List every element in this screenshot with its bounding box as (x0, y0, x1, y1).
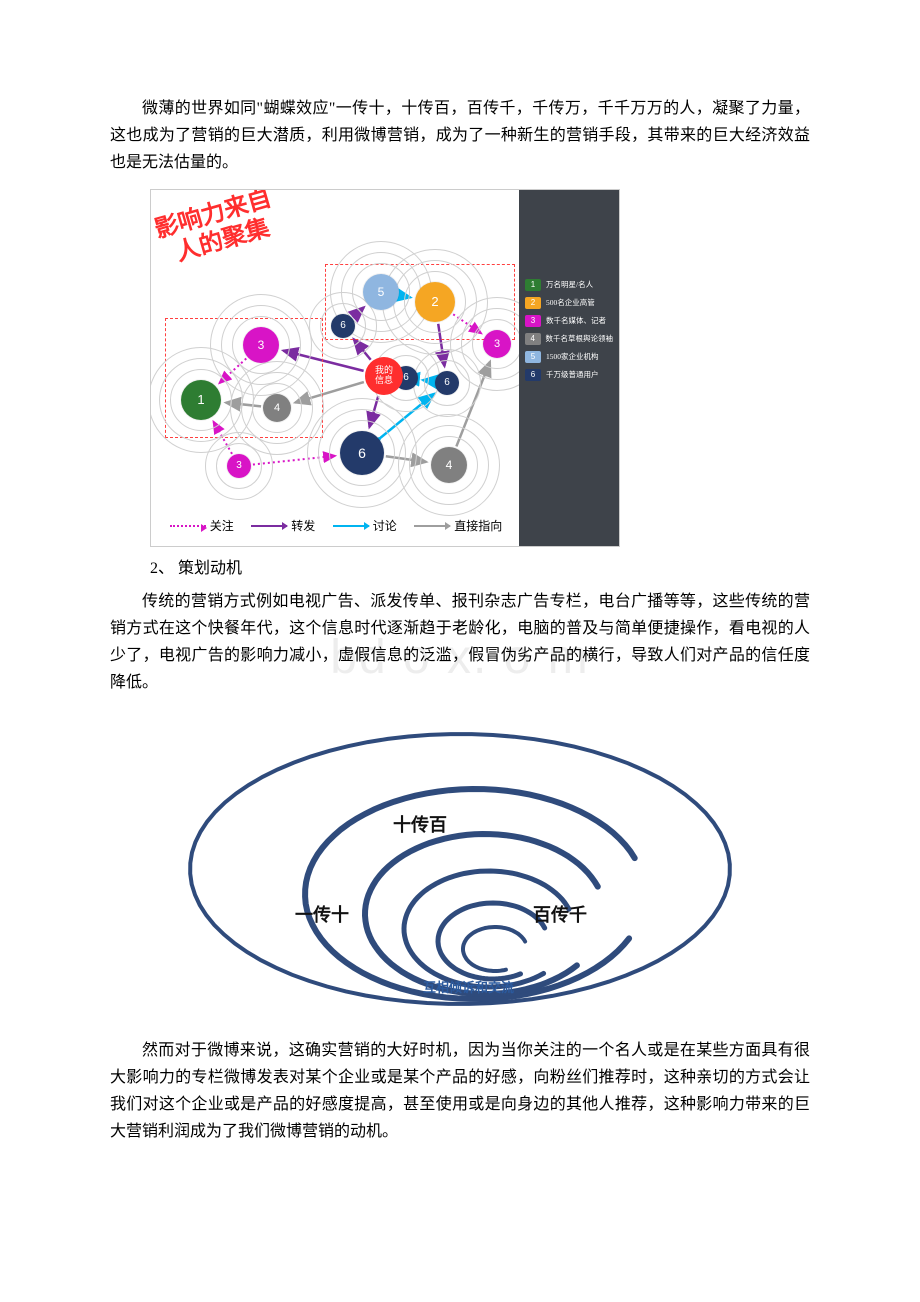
edge-legend-关注: 关注 (170, 517, 234, 534)
edge-legend-直接指向: 直接指向 (414, 517, 502, 534)
edge-legend-label: 关注 (210, 517, 234, 534)
arrow-icon (333, 525, 369, 527)
diagram-spiral: 十传百 一传十 百传千 互相倾诉和交流 (175, 709, 745, 1019)
arrow-icon (170, 525, 206, 527)
legend-row-6: 6 千万级普通用户 (519, 366, 619, 384)
network-node-4b: 4 (431, 447, 467, 483)
section-heading-2: 2、 策划动机 (150, 555, 810, 582)
network-node-5: 5 (363, 274, 399, 310)
network-node-3a: 3 (243, 327, 279, 363)
spiral-label-1: 十传百 (393, 811, 447, 837)
legend-label: 万名明星/名人 (546, 279, 593, 290)
legend-label: 数千名媒体、记者 (546, 315, 606, 326)
diagram-influence-network: 影响力来自 人的聚集 143365266364我的信息 1万名明星/名人2500… (150, 189, 620, 547)
legend-swatch: 4 (525, 333, 541, 345)
arrow-icon (251, 525, 287, 527)
paragraph-3: 然而对于微博来说，这确实营销的大好时机，因为当你关注的一个名人或是在某些方面具有… (110, 1037, 810, 1146)
legend-label: 数千名草根舆论领袖 (546, 333, 614, 344)
paragraph-1: 微薄的世界如同"蝴蝶效应"一传十，十传百，百传千，千传万，千千万万的人，凝聚了力… (110, 95, 810, 177)
legend-row-5: 5 1500家企业机构 (519, 348, 619, 366)
legend-swatch: 3 (525, 315, 541, 327)
network-node-1: 1 (181, 380, 221, 420)
legend-swatch: 1 (525, 279, 541, 291)
paragraph-2: 传统的营销方式例如电视广告、派发传单、报刊杂志广告专栏，电台广播等等，这些传统的… (110, 588, 810, 697)
network-edge-legend: 关注 转发 讨论 直接指向 (151, 506, 521, 546)
edge-legend-讨论: 讨论 (333, 517, 397, 534)
edge-legend-label: 转发 (291, 517, 315, 534)
legend-label: 500名企业高管 (546, 297, 595, 308)
legend-label: 1500家企业机构 (546, 351, 599, 362)
arrow-icon (414, 525, 450, 527)
edge-legend-转发: 转发 (251, 517, 315, 534)
legend-swatch: 5 (525, 351, 541, 363)
edge-legend-label: 讨论 (373, 517, 397, 534)
network-node-4a: 4 (263, 394, 291, 422)
center-badge-my-info: 我的信息 (365, 357, 403, 395)
network-node-6c: 6 (435, 371, 459, 395)
spiral-center-text: 互相倾诉和交流 (423, 977, 514, 996)
spiral-label-2: 一传十 (295, 901, 349, 927)
network-node-6d: 6 (340, 431, 384, 475)
legend-label: 千万级普通用户 (546, 369, 599, 380)
legend-row-1: 1 万名明星/名人 (519, 276, 619, 294)
legend-row-3: 3 数千名媒体、记者 (519, 312, 619, 330)
legend-row-4: 4 数千名草根舆论领袖 (519, 330, 619, 348)
network-legend-panel: 1 万名明星/名人 2 500名企业高管 3 数千名媒体、记者 4 数千名草根舆论领袖 5 150… (519, 190, 619, 547)
network-node-2: 2 (415, 282, 455, 322)
legend-row-2: 2 500名企业高管 (519, 294, 619, 312)
legend-swatch: 2 (525, 297, 541, 309)
network-node-6a: 6 (331, 314, 355, 338)
network-chart-area: 影响力来自 人的聚集 143365266364我的信息 (151, 190, 521, 508)
network-node-3c: 3 (483, 330, 511, 358)
spiral-label-3: 百传千 (533, 901, 587, 927)
legend-swatch: 6 (525, 369, 541, 381)
spiral-svg (175, 709, 745, 1019)
edge-legend-label: 直接指向 (454, 517, 502, 534)
network-node-3b: 3 (227, 454, 251, 478)
